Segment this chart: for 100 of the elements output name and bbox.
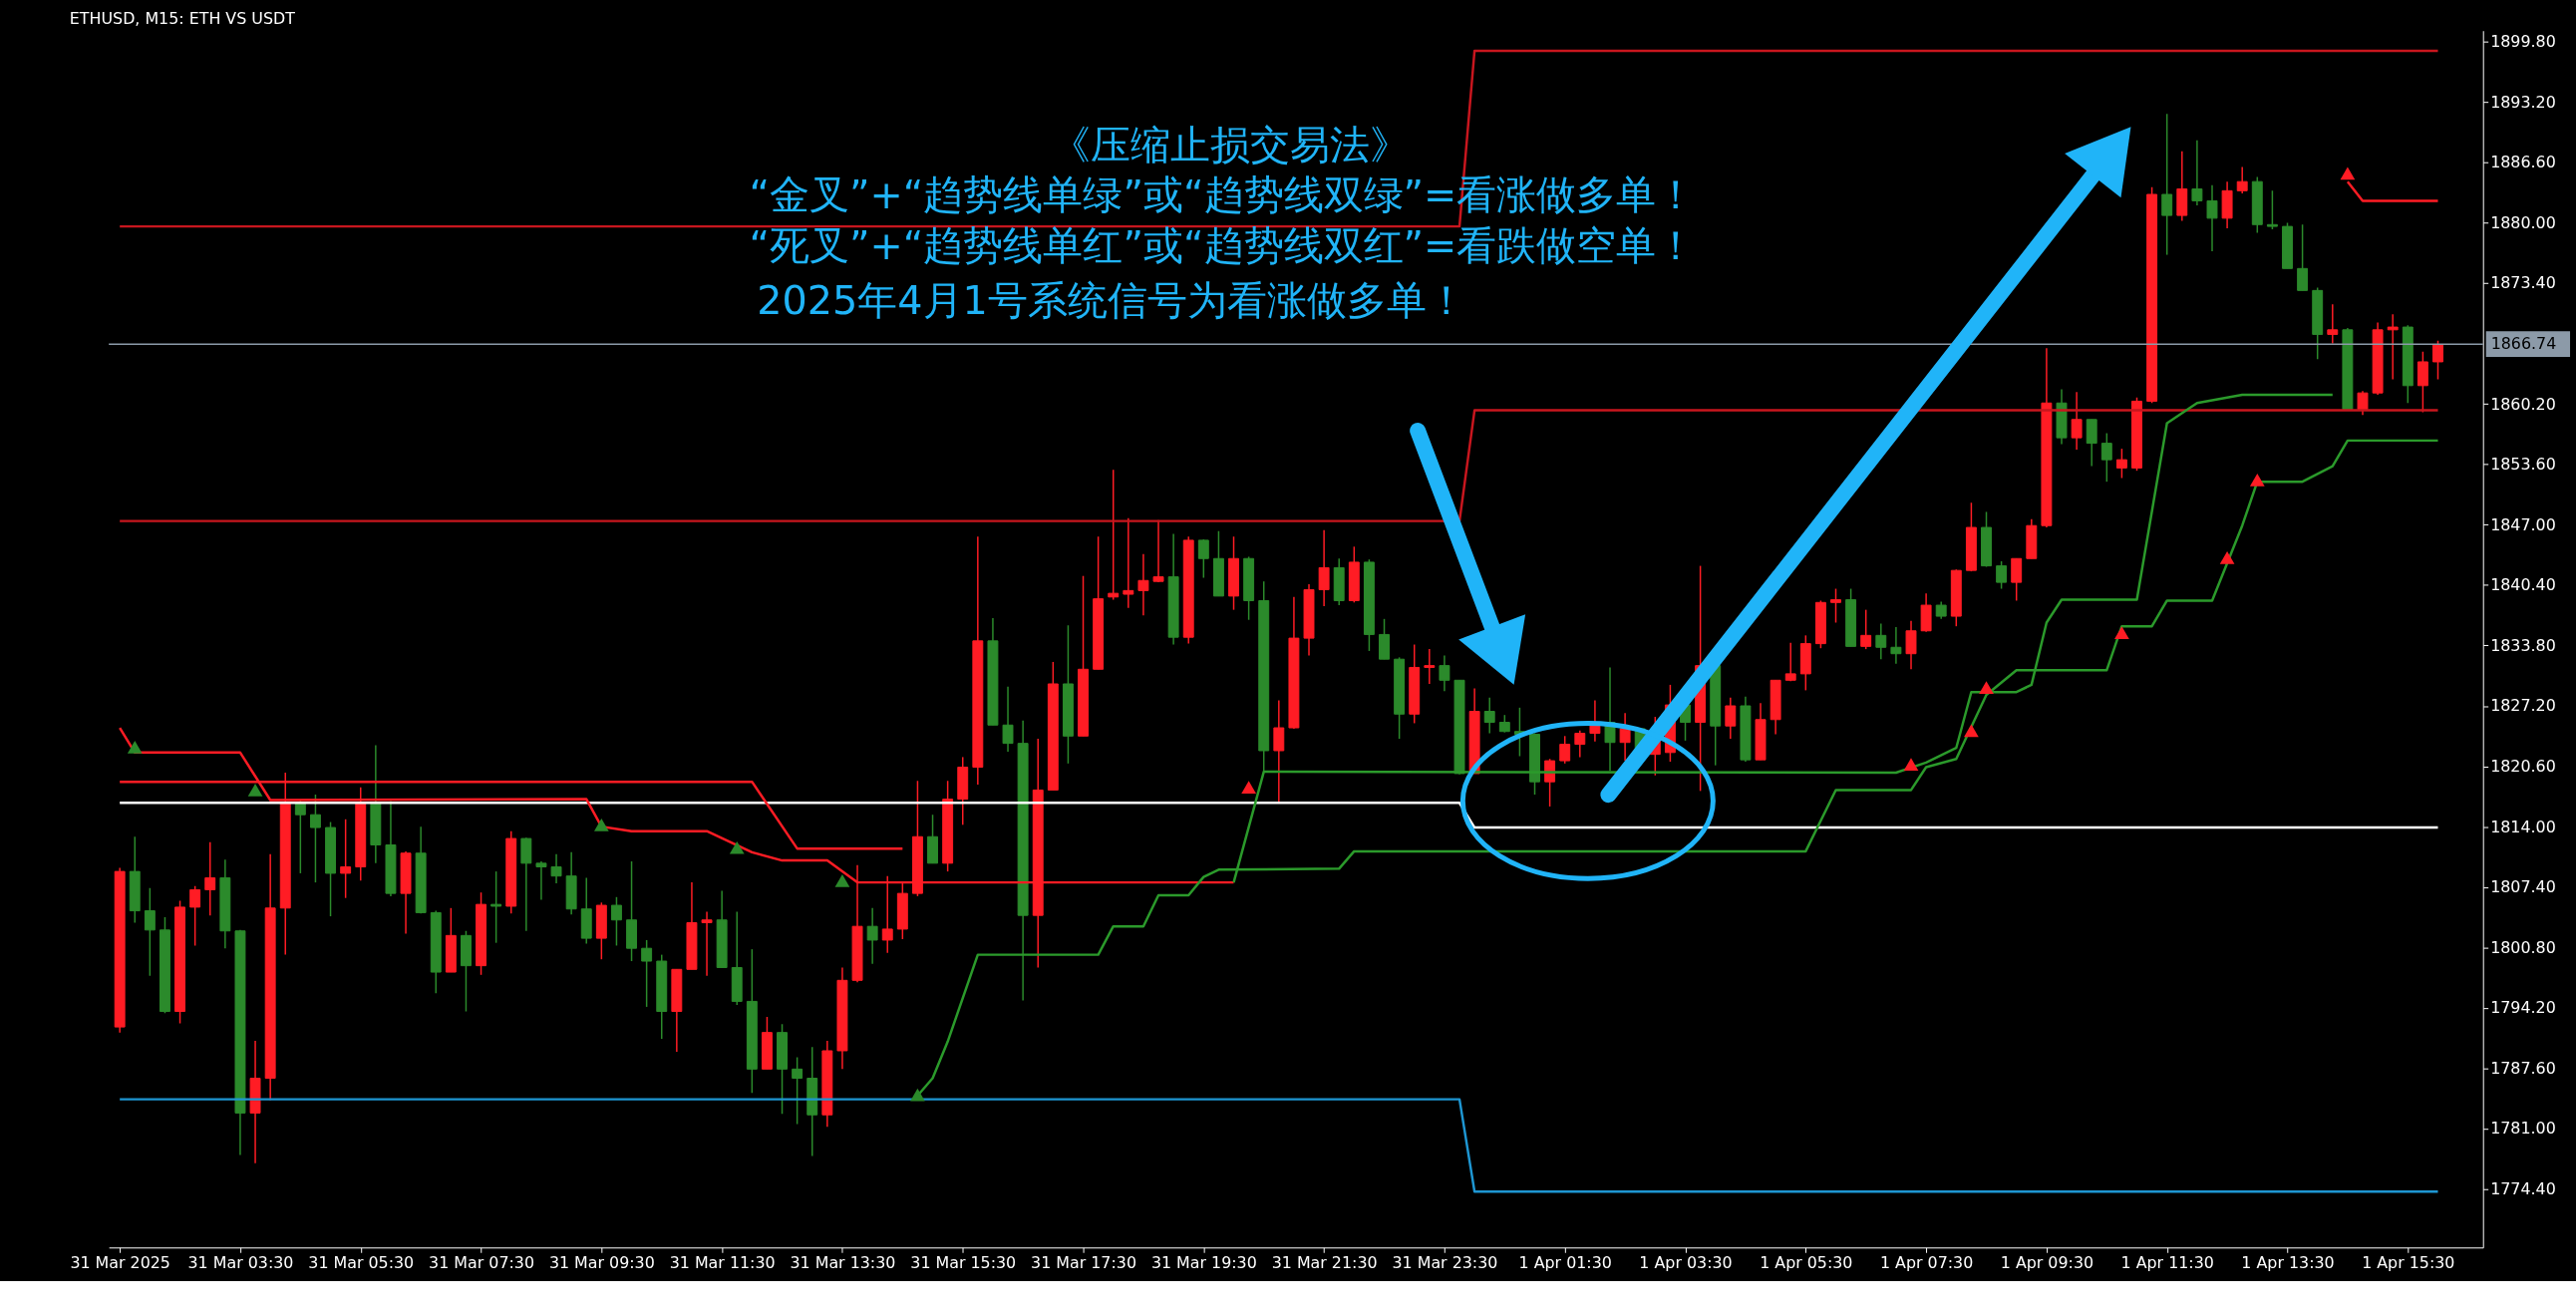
candlestick	[1860, 608, 1872, 650]
x-tick-label: 31 Mar 15:30	[910, 1252, 1017, 1272]
point	[2340, 166, 2356, 180]
candlestick	[701, 910, 713, 977]
x-tick-label: 31 Mar 21:30	[1271, 1252, 1378, 1272]
y-tick-label: 1833.80	[2490, 635, 2556, 655]
candlestick	[1318, 529, 1330, 607]
y-tick-label: 1880.00	[2490, 212, 2556, 232]
x-tick-label: 31 Mar 23:30	[1392, 1252, 1498, 1272]
candlestick	[2327, 303, 2339, 345]
y-tick-label: 1860.20	[2490, 394, 2556, 414]
candlestick	[2432, 340, 2443, 381]
candlestick	[2387, 313, 2399, 381]
x-tick-label: 1 Apr 01:30	[1518, 1252, 1612, 1272]
x-tick-label: 31 Mar 07:30	[429, 1252, 534, 1272]
candlestick	[2206, 184, 2218, 252]
candlestick	[189, 885, 201, 947]
annotation: 2025年4月1号系统信号为看涨做多单！	[757, 276, 1466, 323]
candlestick	[641, 939, 653, 1008]
candlestick	[1424, 648, 1436, 685]
candlestick	[2297, 223, 2309, 292]
x-tick-label: 1 Apr 09:30	[2000, 1252, 2094, 1272]
candlestick	[550, 852, 562, 884]
x-tick-label: 31 Mar 2025	[70, 1252, 170, 1272]
candlestick	[1574, 730, 1586, 759]
ref-line-label: 1866.74	[2490, 334, 2557, 354]
y-tick-label: 1847.00	[2490, 514, 2556, 534]
y-tick-label: 1899.80	[2490, 32, 2556, 52]
x-tick-label: 31 Mar 19:30	[1150, 1252, 1257, 1272]
point	[1903, 758, 1919, 772]
annotation: “死叉”+“趋势线单红”或“趋势线双红”=看跌做空单！	[749, 221, 1697, 268]
y-tick-label: 1794.20	[2490, 998, 2556, 1018]
candlestick	[1996, 560, 2008, 590]
candlestick	[1108, 469, 1120, 601]
x-tick-label: 31 Mar 11:30	[669, 1252, 776, 1272]
candlestick	[535, 860, 547, 901]
candlestick	[1875, 622, 1887, 660]
x-tick-label: 31 Mar 17:30	[1031, 1252, 1136, 1272]
candlestick	[1273, 699, 1285, 805]
candlestick	[144, 886, 156, 977]
point	[1979, 681, 1994, 695]
y-tick-label: 1853.60	[2490, 455, 2556, 475]
candlestick	[490, 870, 502, 944]
y-tick-label: 1886.60	[2490, 153, 2556, 172]
candlestick	[610, 896, 622, 947]
y-tick-label: 1787.60	[2490, 1058, 2556, 1078]
point	[1964, 724, 1979, 738]
candlestick	[1830, 587, 1841, 624]
candlestick	[2115, 448, 2127, 480]
x-tick-label: 1 Apr 07:30	[1879, 1252, 1974, 1272]
point	[729, 840, 745, 854]
x-tick-label: 31 Mar 03:30	[187, 1252, 294, 1272]
y-tick-label: 1774.40	[2490, 1179, 2556, 1199]
point	[593, 818, 609, 831]
candlestick	[792, 1056, 804, 1126]
y-tick-label: 1814.00	[2490, 817, 2556, 836]
candlestick	[204, 840, 216, 916]
x-tick-label: 1 Apr 15:30	[2362, 1252, 2455, 1272]
x-tick-label: 31 Mar 09:30	[548, 1252, 655, 1272]
candlestick	[1890, 626, 1902, 665]
y-tick-label: 1827.20	[2490, 696, 2556, 716]
candlestick	[866, 907, 878, 965]
candlestick	[2266, 189, 2278, 230]
point	[910, 1088, 925, 1102]
x-tick-label: 31 Mar 13:30	[790, 1252, 896, 1272]
point	[2249, 473, 2265, 487]
y-tick-label: 1893.20	[2490, 92, 2556, 112]
x-tick-label: 1 Apr 11:30	[2120, 1252, 2214, 1272]
candlestick	[1619, 712, 1631, 762]
annotation: 《压缩止损交易法》	[1051, 122, 1411, 168]
candlestick	[1123, 517, 1134, 609]
candlestick	[1784, 641, 1796, 682]
y-tick-label: 1807.40	[2490, 877, 2556, 897]
candlestick	[1559, 735, 1571, 765]
candlestick	[2011, 557, 2023, 602]
candlestick	[2191, 140, 2203, 206]
point	[247, 784, 263, 797]
candlestick	[1905, 619, 1917, 671]
point	[834, 873, 850, 887]
chart-title: ETHUSD, M15: ETH VS USDT	[69, 8, 296, 28]
candlestick	[2100, 432, 2112, 483]
point	[1241, 781, 1256, 795]
candlestick	[1197, 538, 1209, 579]
candlestick	[1439, 654, 1450, 693]
candlestick	[309, 794, 321, 883]
candlestick	[340, 819, 352, 899]
x-tick-label: 1 Apr 05:30	[1760, 1252, 1853, 1272]
y-tick-label: 1873.40	[2490, 273, 2556, 293]
y-tick-label: 1840.40	[2490, 575, 2556, 595]
point	[2114, 626, 2129, 639]
candlestick	[2161, 113, 2173, 256]
candlestick	[1002, 685, 1014, 753]
candlestick	[1137, 552, 1149, 616]
y-tick-label: 1820.60	[2490, 757, 2556, 777]
x-tick-label: 31 Mar 05:30	[308, 1252, 415, 1272]
candlestick	[1483, 696, 1495, 735]
candlestick	[1725, 696, 1737, 740]
candlestick	[2236, 165, 2248, 194]
y-tick-label: 1800.80	[2490, 937, 2556, 957]
point	[2219, 550, 2235, 564]
